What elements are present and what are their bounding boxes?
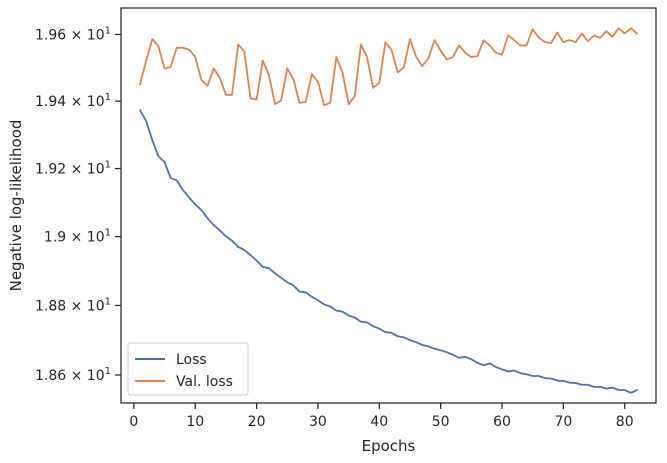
y-tick-label: 1.94 × 101 bbox=[35, 92, 111, 110]
x-tick-label: 70 bbox=[554, 414, 572, 430]
line-chart: 0 10 20 30 40 50 60 70 80 1.86 × 1011.88 × 1011.… bbox=[0, 0, 667, 463]
legend-label-val-loss: Val. loss bbox=[176, 374, 233, 390]
x-axis-label: Epochs bbox=[362, 437, 416, 455]
x-tick-label: 0 bbox=[129, 414, 138, 430]
y-tick-label: 1.96 × 101 bbox=[35, 25, 111, 43]
y-tick-label: 1.92 × 101 bbox=[35, 160, 111, 178]
x-tick-label: 10 bbox=[186, 414, 204, 430]
x-tick-label: 30 bbox=[309, 414, 327, 430]
y-axis-label: Negative log-likelihood bbox=[7, 120, 25, 292]
x-tick-label: 20 bbox=[248, 414, 266, 430]
legend-label-loss: Loss bbox=[176, 352, 207, 368]
y-tick-label: 1.9 × 101 bbox=[44, 228, 111, 246]
legend: Loss Val. loss bbox=[128, 343, 248, 395]
x-tick-label: 40 bbox=[370, 414, 388, 430]
x-tick-label: 60 bbox=[493, 414, 511, 430]
y-axis: 1.86 × 101 1.88 × 101 1.9 × 101 1.92 × 101 1… bbox=[35, 25, 121, 383]
x-tick-label: 80 bbox=[616, 414, 634, 430]
x-axis: 0 10 20 30 40 50 60 70 80 bbox=[129, 403, 633, 430]
y-tick-label: 1.88 × 101 bbox=[35, 296, 111, 314]
y-tick-label: 1.86 × 101 bbox=[35, 366, 111, 384]
x-tick-label: 50 bbox=[432, 414, 450, 430]
